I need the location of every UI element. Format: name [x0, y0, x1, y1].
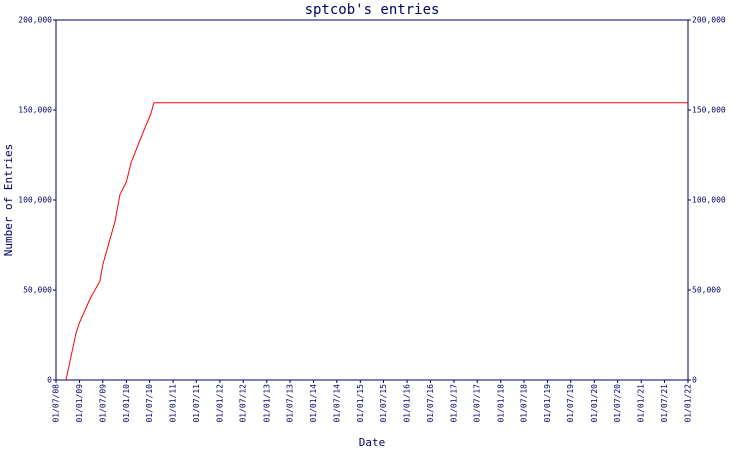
x-tick-label: 01/07/21	[660, 384, 669, 423]
y2-tick-label: 100,000	[692, 196, 726, 205]
x-tick-label: 01/07/11	[192, 384, 201, 423]
x-tick-label: 01/07/17	[473, 384, 482, 423]
x-axis-label: Date	[359, 436, 386, 449]
y-tick-label: 100,000	[18, 196, 52, 205]
data-line	[65, 102, 688, 381]
x-tick-label: 01/07/15	[379, 384, 388, 423]
x-tick-label: 01/01/15	[356, 384, 365, 423]
x-tick-label: 01/07/08	[52, 384, 61, 423]
x-tick-label: 01/01/14	[309, 384, 318, 423]
x-tick-label: 01/01/12	[215, 384, 224, 423]
chart-title: sptcob's entries	[305, 2, 440, 18]
y2-tick-label: 200,000	[692, 16, 726, 25]
x-tick-label: 01/01/20	[590, 384, 599, 423]
y-axis-label: Number of Entries	[2, 144, 15, 257]
x-tick-label: 01/07/20	[613, 384, 622, 423]
x-tick-label: 01/07/19	[566, 384, 575, 423]
y-tick-label: 0	[47, 376, 52, 385]
y2-tick-label: 150,000	[692, 106, 726, 115]
x-tick-label: 01/01/09	[75, 384, 84, 423]
x-tick-label: 01/01/18	[496, 384, 505, 423]
y2-tick-label: 0	[692, 376, 697, 385]
x-tick-label: 01/07/13	[285, 384, 294, 423]
x-tick-label: 01/07/14	[332, 384, 341, 423]
x-tick-label: 01/01/10	[122, 384, 131, 423]
x-tick-label: 01/07/10	[145, 384, 154, 423]
x-tick-label: 01/07/09	[98, 384, 107, 423]
x-tick-label: 01/01/21	[637, 384, 646, 423]
x-tick-label: 01/07/12	[239, 384, 248, 423]
y-tick-label: 200,000	[18, 16, 52, 25]
x-tick-label: 01/01/13	[262, 384, 271, 423]
x-tick-label: 01/01/19	[543, 384, 552, 423]
x-tick-label: 01/07/16	[426, 384, 435, 423]
x-tick-label: 01/01/17	[450, 384, 459, 423]
y-tick-label: 50,000	[23, 286, 52, 295]
x-tick-label: 01/07/18	[519, 384, 528, 423]
x-tick-label: 01/01/11	[169, 384, 178, 423]
y2-tick-label: 50,000	[692, 286, 721, 295]
y-tick-label: 150,000	[18, 106, 52, 115]
x-tick-label: 01/01/22	[684, 384, 693, 423]
x-tick-label: 01/01/16	[403, 384, 412, 423]
